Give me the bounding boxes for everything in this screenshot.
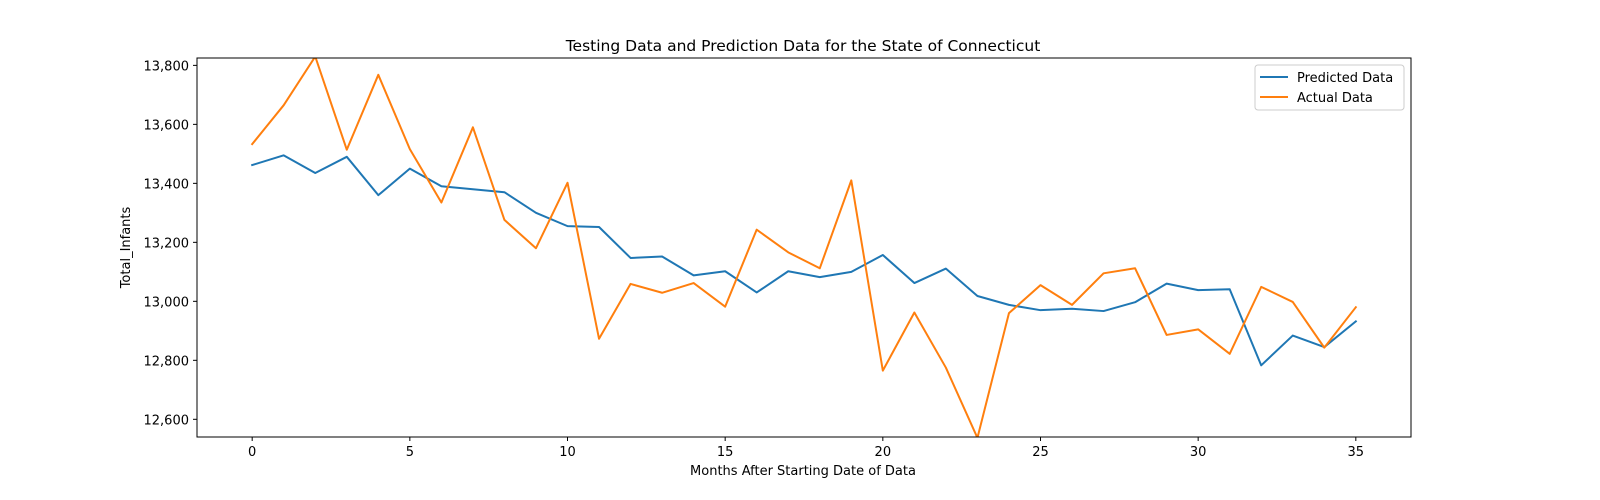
data-point-predicted-data <box>409 168 411 170</box>
data-point-actual-data <box>1008 312 1010 314</box>
y-tick-label: 13,000 <box>144 295 190 310</box>
data-point-predicted-data <box>913 282 915 284</box>
data-point-predicted-data <box>1102 310 1105 312</box>
x-tick-label: 35 <box>1348 445 1365 460</box>
data-point-actual-data <box>1197 328 1199 330</box>
data-point-actual-data <box>440 201 442 204</box>
y-tick-label: 13,600 <box>144 118 190 133</box>
x-tick-label: 10 <box>559 445 576 460</box>
data-point-actual-data <box>251 143 253 145</box>
data-point-actual-data <box>1323 347 1325 349</box>
data-point-predicted-data <box>1229 288 1231 290</box>
data-point-predicted-data <box>1071 308 1073 310</box>
data-point-predicted-data <box>661 255 663 258</box>
data-point-actual-data <box>629 283 632 285</box>
data-point-predicted-data <box>945 267 947 270</box>
y-tick-label: 12,600 <box>144 413 190 428</box>
y-tick-label: 12,800 <box>144 354 190 369</box>
data-point-actual-data <box>283 104 285 106</box>
chart-title: Testing Data and Prediction Data for the… <box>565 37 1041 55</box>
data-point-actual-data <box>1039 284 1042 286</box>
series-line-actual-data <box>250 58 1358 437</box>
data-point-predicted-data <box>283 154 285 156</box>
data-point-predicted-data <box>346 156 348 158</box>
data-point-actual-data <box>693 282 695 284</box>
data-point-actual-data <box>1166 334 1168 336</box>
data-point-actual-data <box>724 306 726 308</box>
y-tick-label: 13,200 <box>144 236 190 251</box>
data-point-actual-data <box>661 292 663 294</box>
data-point-actual-data <box>1102 272 1105 274</box>
data-point-actual-data <box>503 219 506 221</box>
data-point-actual-data <box>377 74 379 76</box>
data-point-predicted-data <box>1008 304 1010 306</box>
data-point-actual-data <box>1134 267 1136 269</box>
data-point-actual-data <box>787 251 789 253</box>
y-tick-label: 13,400 <box>144 177 190 192</box>
legend: Predicted Data Actual Data <box>1254 64 1405 111</box>
data-point-predicted-data <box>756 291 758 294</box>
data-point-actual-data <box>1260 286 1262 288</box>
data-point-predicted-data <box>503 191 506 193</box>
data-point-actual-data <box>472 126 474 128</box>
data-point-actual-data <box>598 338 600 340</box>
series-line-predicted-data <box>250 154 1358 367</box>
data-point-actual-data <box>819 267 821 269</box>
data-point-predicted-data <box>819 276 821 278</box>
data-point-actual-data <box>1292 301 1294 303</box>
y-axis-title: Total_Infants <box>119 206 134 289</box>
data-point-predicted-data <box>693 274 695 276</box>
plot-area-frame <box>196 57 1412 438</box>
data-point-predicted-data <box>472 188 474 190</box>
data-point-predicted-data <box>535 212 537 214</box>
data-point-predicted-data <box>1260 364 1262 366</box>
data-point-actual-data <box>535 247 537 249</box>
data-point-predicted-data <box>1197 289 1199 291</box>
legend-box <box>1254 64 1405 111</box>
x-tick-label: 0 <box>248 445 256 460</box>
data-point-predicted-data <box>1355 320 1357 322</box>
data-point-actual-data <box>913 311 915 314</box>
data-point-predicted-data <box>882 254 884 256</box>
data-point-actual-data <box>1071 304 1073 306</box>
data-point-actual-data <box>346 149 348 151</box>
x-tick-label: 5 <box>406 445 414 460</box>
data-point-actual-data <box>1229 353 1231 355</box>
legend-label-actual-data: Actual Data <box>1297 91 1373 106</box>
data-point-predicted-data <box>1292 334 1294 337</box>
legend-label-predicted-data: Predicted Data <box>1297 71 1393 86</box>
data-point-actual-data <box>850 179 852 181</box>
data-point-predicted-data <box>377 194 379 196</box>
data-point-predicted-data <box>1166 283 1168 285</box>
data-point-actual-data <box>945 367 947 369</box>
x-tick-label: 30 <box>1190 445 1207 460</box>
data-point-predicted-data <box>724 270 726 272</box>
x-tick-label: 20 <box>875 445 892 460</box>
y-tick-label: 13,800 <box>144 59 190 74</box>
data-point-actual-data <box>882 370 884 372</box>
data-point-predicted-data <box>976 295 979 297</box>
data-point-predicted-data <box>629 257 632 259</box>
data-point-predicted-data <box>440 185 442 187</box>
x-axis-title: Months After Starting Date of Data <box>690 464 916 479</box>
data-point-predicted-data <box>314 172 316 174</box>
x-tick-label: 15 <box>717 445 734 460</box>
data-point-actual-data <box>756 229 758 231</box>
data-point-predicted-data <box>1134 301 1136 303</box>
data-point-predicted-data <box>850 271 852 273</box>
data-point-predicted-data <box>598 226 600 228</box>
data-point-predicted-data <box>1039 309 1042 311</box>
x-tick-label: 25 <box>1032 445 1049 460</box>
data-point-predicted-data <box>251 164 253 166</box>
data-point-actual-data <box>409 148 411 150</box>
data-point-predicted-data <box>787 270 789 272</box>
data-point-actual-data <box>566 182 569 184</box>
data-point-predicted-data <box>566 225 569 227</box>
data-point-actual-data <box>1355 306 1357 308</box>
